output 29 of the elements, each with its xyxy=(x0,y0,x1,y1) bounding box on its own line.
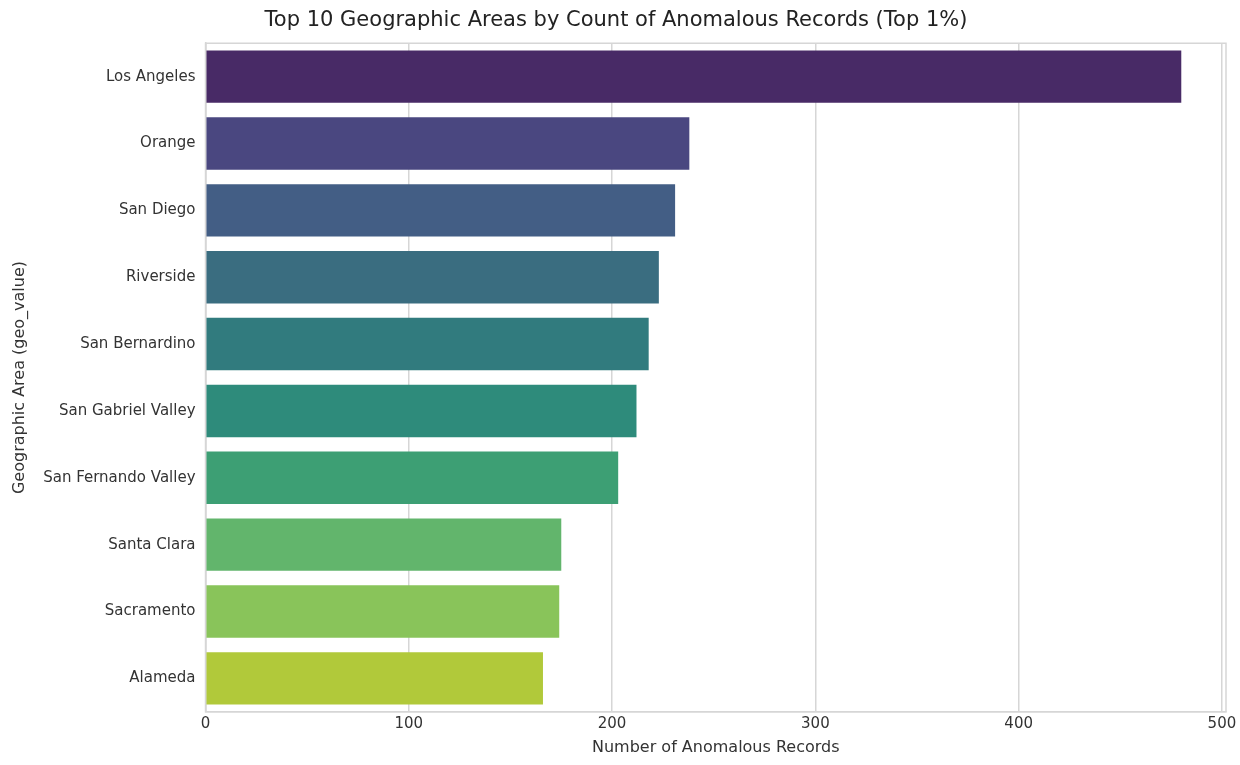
bar xyxy=(206,585,560,638)
x-tick-label: 0 xyxy=(200,713,211,732)
x-tick-label: 200 xyxy=(597,713,627,732)
x-tick-label: 500 xyxy=(1207,713,1237,732)
bar xyxy=(206,50,1182,103)
y-tick-label: San Diego xyxy=(118,200,196,219)
x-tick-label: 400 xyxy=(1004,713,1033,732)
x-axis-title: Number of Anomalous Records xyxy=(591,736,840,756)
y-tick-label: Los Angeles xyxy=(105,66,196,85)
y-tick-label: San Bernardino xyxy=(80,333,196,352)
y-tick-label: Orange xyxy=(140,133,196,152)
bar xyxy=(206,652,543,705)
chart-title: Top 10 Geographic Areas by Count of Anomalous Records (Top 1%) xyxy=(263,7,968,32)
y-tick-label: Santa Clara xyxy=(108,534,196,553)
bar xyxy=(206,451,619,504)
bar xyxy=(206,184,676,237)
bar xyxy=(206,117,690,170)
bar xyxy=(206,384,637,438)
bar xyxy=(206,317,649,371)
y-tick-label: San Fernando Valley xyxy=(43,467,196,486)
x-tick-label: 300 xyxy=(801,713,830,732)
y-tick-label: San Gabriel Valley xyxy=(58,400,196,419)
y-tick-label: Alameda xyxy=(129,668,196,687)
bar xyxy=(206,251,659,304)
y-tick-label: Sacramento xyxy=(104,601,196,620)
bar xyxy=(206,518,562,571)
y-tick-label: Riverside xyxy=(125,267,196,286)
y-axis-title: Geographic Area (geo_value) xyxy=(8,260,29,495)
x-tick-label: 100 xyxy=(394,713,424,732)
